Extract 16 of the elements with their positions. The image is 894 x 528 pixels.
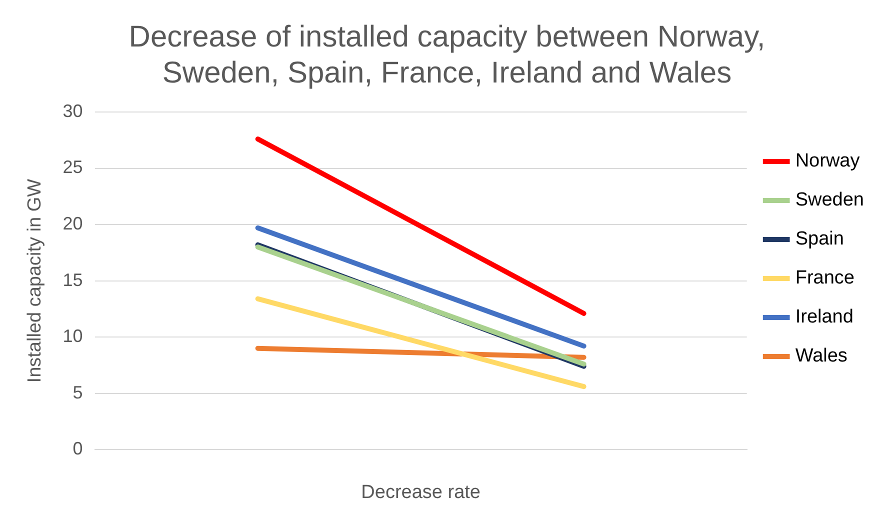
y-tick-label: 5: [72, 382, 83, 402]
legend-label: Wales: [795, 346, 848, 367]
legend-label: Norway: [795, 150, 860, 172]
chart-title: Decrease of installed capacity between Norway, Sweden, Spain, France, Ireland and Wales: [128, 20, 766, 90]
y-tick-label: 15: [62, 270, 83, 290]
legend-label: Sweden: [795, 190, 864, 211]
y-tick-label: 0: [72, 438, 83, 459]
y-axis-title: Installed capacity in GW: [24, 178, 46, 383]
legend-label: Ireland: [795, 306, 854, 328]
y-tick-label: 25: [62, 157, 83, 178]
x-axis-title: Decrease rate: [361, 482, 480, 503]
y-tick-label: 20: [62, 214, 83, 234]
y-tick-label: 10: [62, 326, 83, 346]
y-tick-label: 30: [62, 100, 83, 121]
legend-label: Spain: [795, 228, 844, 250]
legend-label: France: [795, 268, 854, 289]
